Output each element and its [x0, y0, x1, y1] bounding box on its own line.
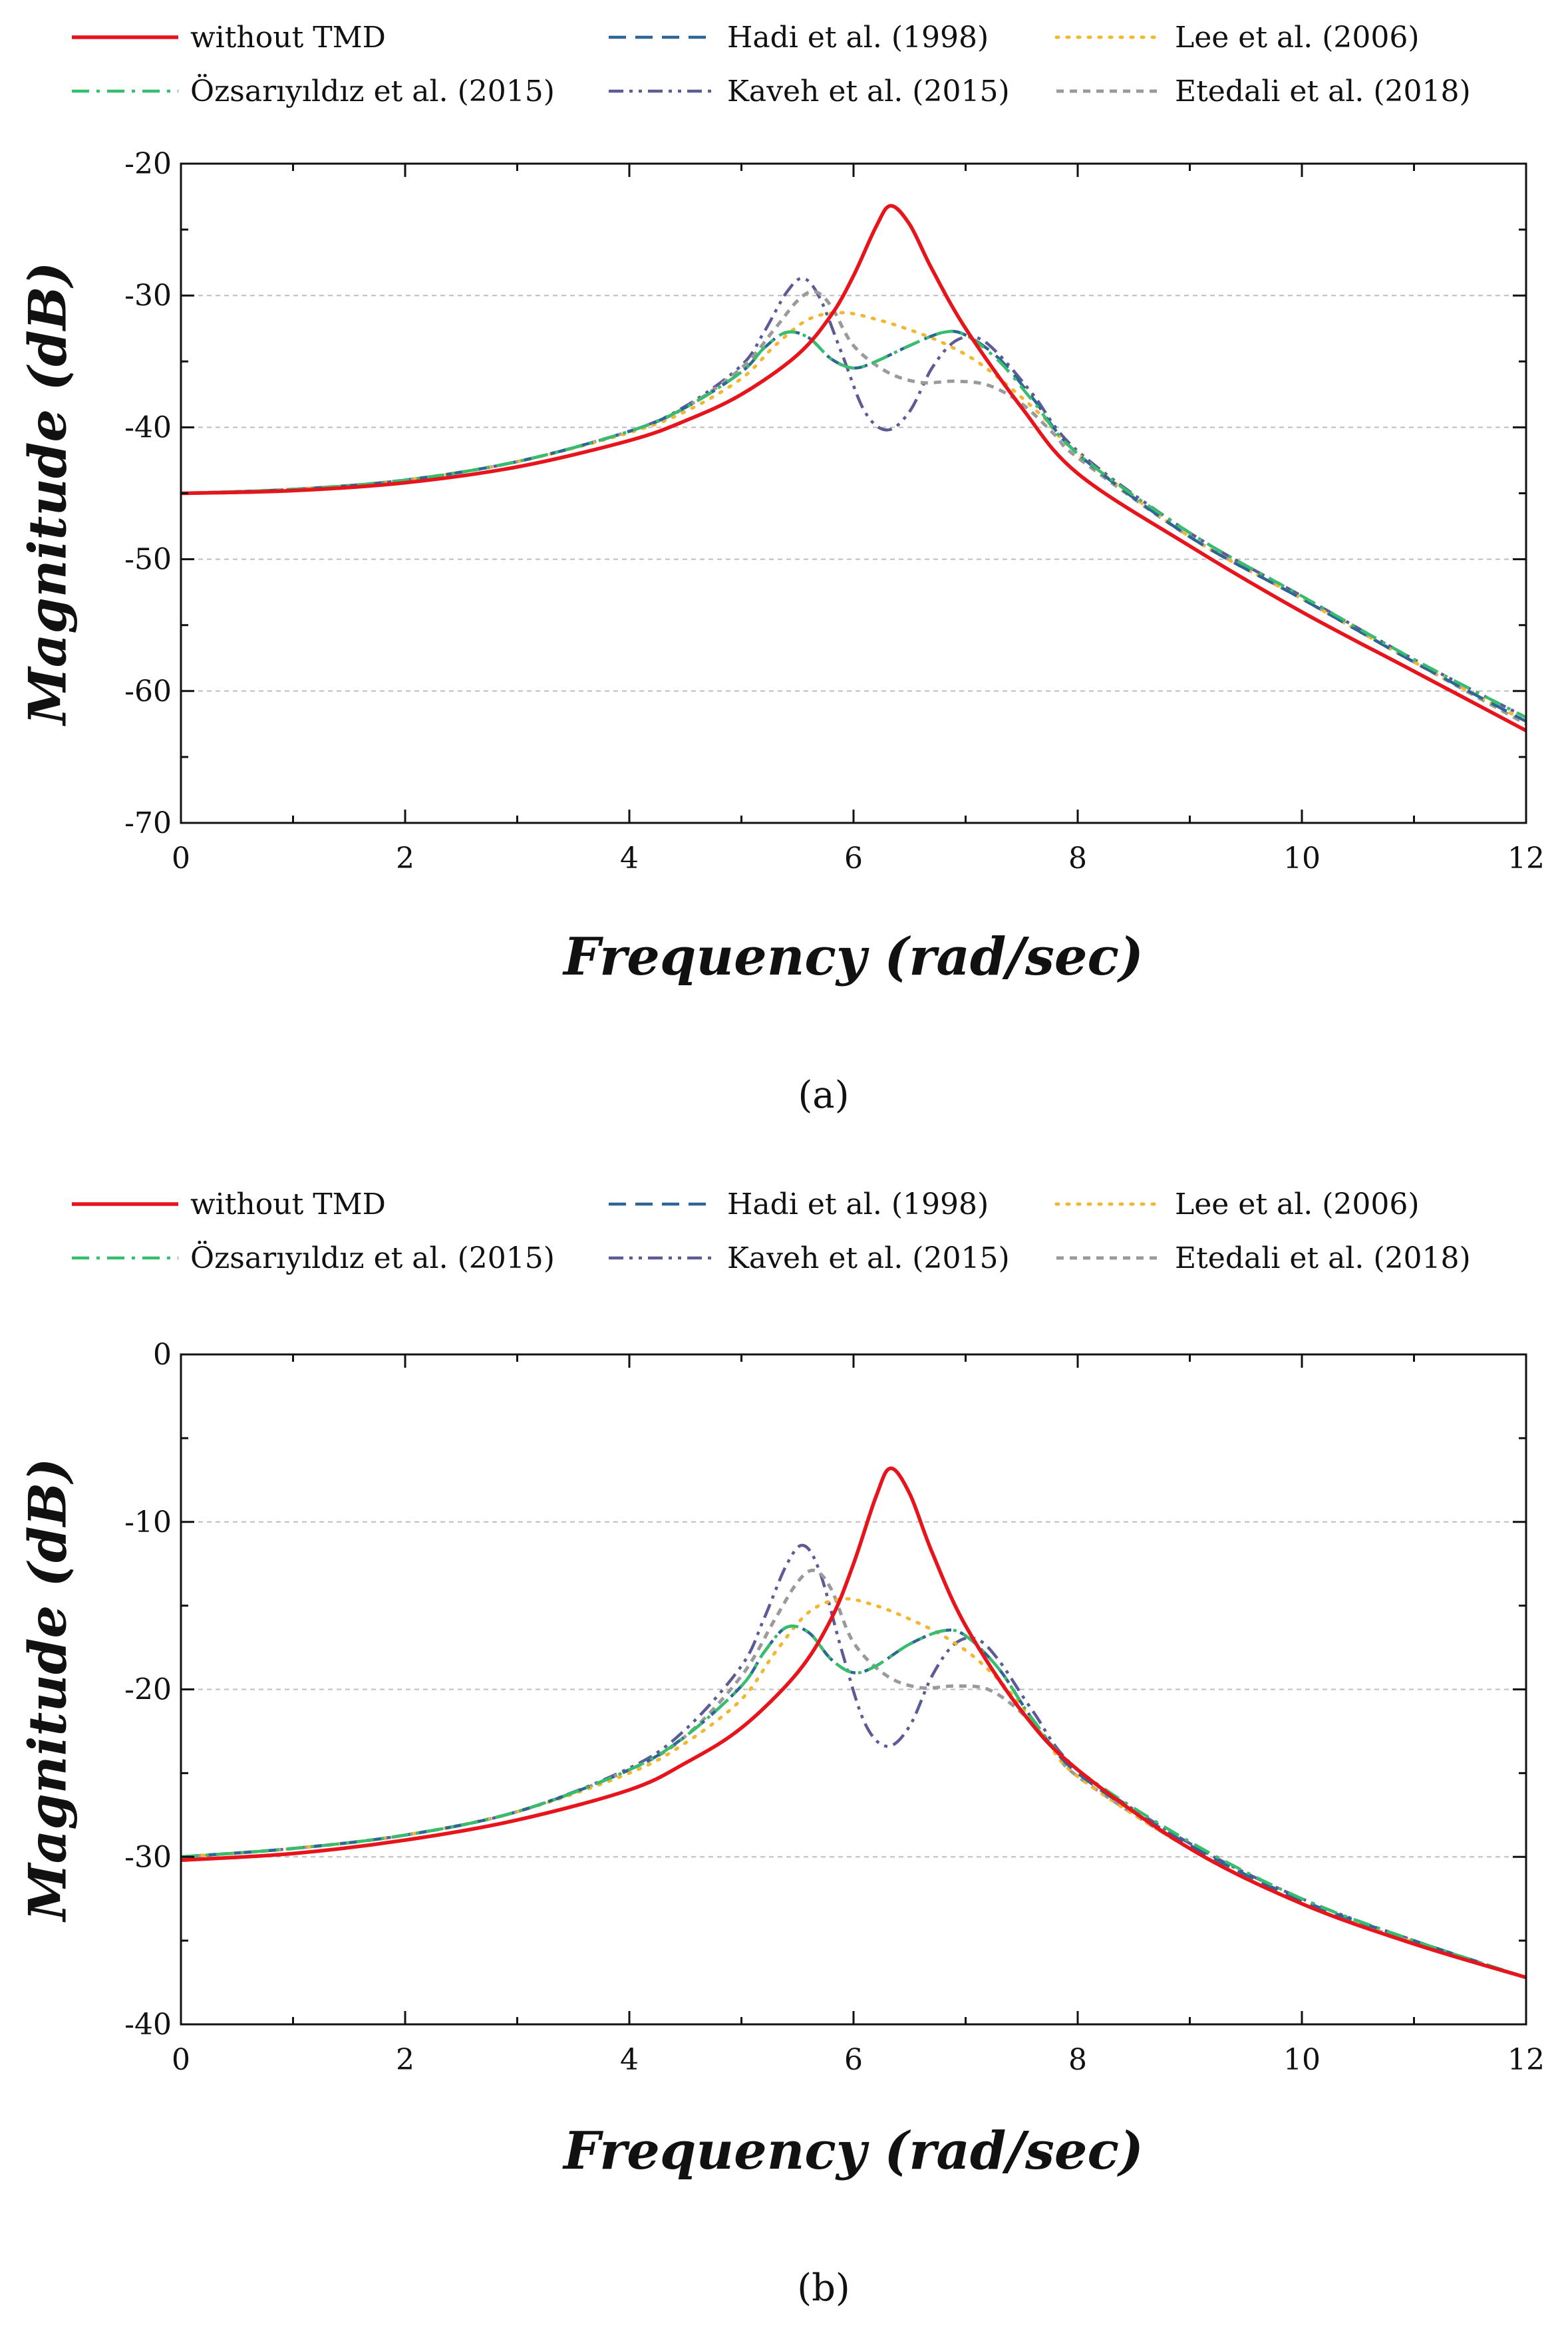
y-tick-label: -40	[124, 410, 172, 444]
series-group	[181, 204, 1526, 732]
x-tick-label: 10	[1283, 842, 1321, 875]
x-tick-label: 4	[620, 2043, 639, 2077]
y-tick-label: 0	[153, 1338, 172, 1372]
legend-label: Lee et al. (2006)	[1175, 21, 1420, 55]
x-tick-label: 6	[844, 2043, 863, 2077]
legend-item: without TMD	[72, 1187, 386, 1221]
legend-label: Kaveh et al. (2015)	[727, 1241, 1010, 1275]
series-line-without-tmd	[181, 204, 1526, 732]
x-tick-label: 10	[1283, 2043, 1321, 2077]
legend-item: Özsarıyıldız et al. (2015)	[72, 73, 555, 108]
panel-caption: (b)	[797, 2266, 850, 2310]
series-group	[181, 1466, 1526, 1980]
legend-label: Özsarıyıldız et al. (2015)	[190, 1240, 555, 1275]
y-tick-label: -70	[124, 806, 172, 840]
y-tick-label: -50	[124, 543, 172, 577]
chart-panel-a: without TMD Hadi et al. (1998) Lee et al. …	[18, 21, 1545, 1117]
x-axis: 0 2 4 6 8 10 12	[172, 164, 1545, 875]
legend-item: Kaveh et al. (2015)	[609, 1241, 1010, 1275]
x-axis: 0 2 4 6 8 10 12	[172, 1354, 1545, 2077]
x-tick-label: 12	[1507, 2043, 1545, 2077]
x-tick-label: 0	[172, 842, 190, 875]
legend-item: Etedali et al. (2018)	[1056, 1241, 1471, 1275]
y-axis-title: Magnitude (dB)	[18, 261, 78, 726]
series-line-etedali-et-al-2018	[181, 289, 1526, 726]
legend-label: Lee et al. (2006)	[1175, 1187, 1420, 1221]
y-axis-title: Magnitude (dB)	[18, 1458, 78, 1923]
x-tick-label: 8	[1068, 2043, 1087, 2077]
x-tick-label: 6	[844, 842, 863, 875]
series-line-hadi-et-al-1998	[181, 1625, 1526, 1979]
legend-label: Etedali et al. (2018)	[1175, 1241, 1471, 1275]
chart-panel-b: without TMD Hadi et al. (1998) Lee et al. …	[18, 1187, 1545, 2310]
y-tick-label: -20	[124, 147, 172, 181]
x-tick-label: 12	[1507, 842, 1545, 875]
legend-label: without TMD	[190, 1187, 386, 1221]
legend: without TMD Hadi et al. (1998) Lee et al. …	[72, 21, 1471, 108]
x-tick-label: 0	[172, 2043, 190, 2077]
panels: without TMD Hadi et al. (1998) Lee et al. …	[18, 21, 1545, 2310]
x-axis-title: Frequency (rad/sec)	[562, 2121, 1144, 2181]
legend-label: Hadi et al. (1998)	[727, 1187, 989, 1221]
y-axis: -70 -60 -50 -40 -30 -20	[124, 147, 1526, 840]
legend-item: Kaveh et al. (2015)	[609, 75, 1010, 108]
y-tick-label: -10	[124, 1505, 172, 1539]
legend-label: without TMD	[190, 21, 386, 55]
legend-label: Özsarıyıldız et al. (2015)	[190, 73, 555, 108]
legend-label: Kaveh et al. (2015)	[727, 75, 1010, 108]
panel-caption: (a)	[798, 1074, 849, 1117]
y-axis: -40 -30 -20 -10 0	[124, 1338, 1526, 2042]
legend-item: without TMD	[72, 21, 386, 55]
x-tick-label: 4	[620, 842, 639, 875]
legend-item: Hadi et al. (1998)	[609, 1187, 989, 1221]
legend-item: Hadi et al. (1998)	[609, 21, 989, 55]
y-tick-label: -60	[124, 675, 172, 708]
x-tick-label: 8	[1068, 842, 1087, 875]
x-tick-label: 2	[396, 842, 414, 875]
legend-item: Lee et al. (2006)	[1054, 21, 1420, 55]
legend-label: Hadi et al. (1998)	[727, 21, 989, 55]
y-tick-label: -30	[124, 279, 172, 313]
y-tick-label: -20	[124, 1673, 172, 1707]
series-line-without-tmd	[181, 1466, 1526, 1980]
legend-item: Lee et al. (2006)	[1054, 1187, 1420, 1221]
x-axis-title: Frequency (rad/sec)	[562, 927, 1144, 987]
legend-label: Etedali et al. (2018)	[1175, 75, 1471, 108]
legend: without TMD Hadi et al. (1998) Lee et al. …	[72, 1187, 1471, 1275]
legend-item: Özsarıyıldız et al. (2015)	[72, 1240, 555, 1275]
y-tick-label: -40	[124, 2008, 172, 2042]
legend-item: Etedali et al. (2018)	[1056, 75, 1471, 108]
y-tick-label: -30	[124, 1840, 172, 1874]
x-tick-label: 2	[396, 2043, 414, 2077]
